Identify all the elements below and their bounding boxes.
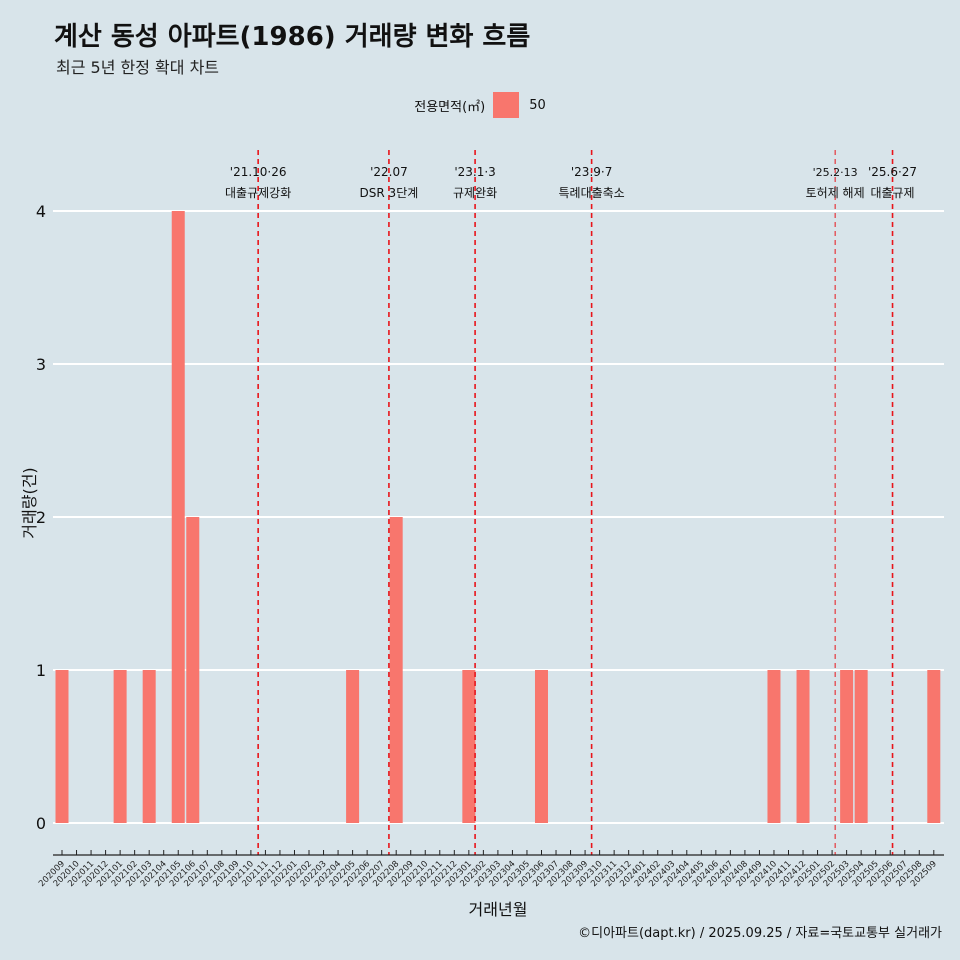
y-axis-title: 거래량(건) — [20, 467, 39, 538]
source-caption: ©디아파트(dapt.kr) / 2025.09.25 / 자료=국토교통부 실… — [578, 926, 942, 941]
bar — [113, 670, 127, 823]
y-tick-label: 1 — [36, 661, 46, 680]
x-axis-title: 거래년월 — [469, 900, 528, 919]
bar — [142, 670, 156, 823]
y-tick-label: 0 — [36, 814, 46, 833]
event-date-label: '22.07 — [370, 165, 408, 179]
y-tick-label: 4 — [36, 202, 46, 221]
bar — [346, 670, 360, 823]
chart-title: 계산 동성 아파트(1986) 거래량 변화 흐름 — [54, 22, 531, 52]
legend-swatch — [493, 92, 520, 118]
event-date-label: '25.6·27 — [868, 165, 917, 179]
event-label: 대출규제강화 — [225, 186, 291, 200]
legend-item-label: 50 — [529, 97, 546, 113]
bar — [927, 670, 941, 823]
event-date-label: '25.2·13 — [813, 166, 858, 179]
bar — [796, 670, 810, 823]
event-label: DSR 3단계 — [360, 186, 419, 200]
bar — [55, 670, 69, 823]
legend: 전용면적(㎡) 50 — [0, 92, 960, 118]
bar — [171, 211, 185, 823]
bar — [840, 670, 854, 823]
event-label: 규제완화 — [453, 186, 497, 200]
bar — [534, 670, 548, 823]
bar — [462, 670, 476, 823]
y-tick-label: 3 — [36, 355, 46, 374]
event-label: 토허제 해제 — [806, 186, 865, 200]
bar — [186, 517, 200, 823]
bar — [767, 670, 781, 823]
y-tick-label: 2 — [36, 508, 46, 527]
chart-subtitle: 최근 5년 한정 확대 차트 — [56, 58, 220, 77]
event-date-label: '23.1·3 — [454, 165, 495, 179]
event-date-label: '23.9·7 — [571, 165, 612, 179]
bar — [389, 517, 403, 823]
event-label: 대출규제 — [870, 186, 914, 200]
legend-title: 전용면적(㎡) — [414, 99, 486, 115]
event-label: 특례대출축소 — [558, 186, 624, 200]
event-date-label: '21.10·26 — [230, 165, 287, 179]
bar — [854, 670, 868, 823]
